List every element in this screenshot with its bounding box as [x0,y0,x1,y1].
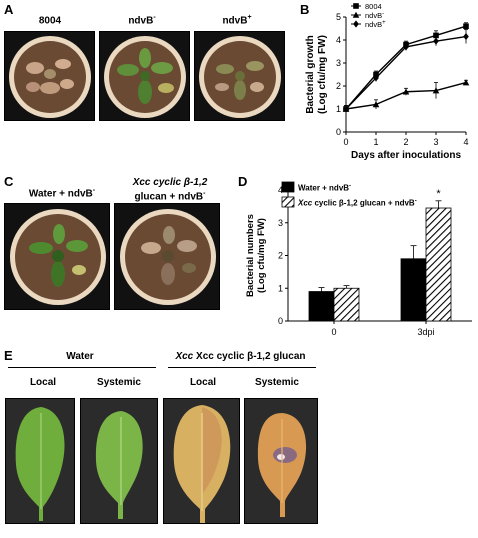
leaf-photo-xcc-systemic [244,398,318,524]
water-local-label: Local [29,377,57,388]
y-tick-label-4: 4 [336,35,341,45]
bar-0-0 [308,291,335,322]
data-point-2-3 [433,37,439,45]
water-group-title: Water [66,351,94,362]
legend-label-1: ndvB- [365,11,384,20]
y-tick-label-3: 3 [278,218,283,228]
water-systemic-label: Systemic [97,377,141,388]
x-tick-label-3: 3 [433,137,438,147]
data-point-2-4 [463,32,469,41]
plant-photo-ndvb-minus [99,31,190,121]
photo-label-ndvb-minus: ndvB- [128,14,156,27]
leaf-photo-water-systemic [80,398,158,524]
leaf-photo-water-local [5,398,75,524]
x-tick-label-4: 4 [463,137,468,147]
x-tick-label-1: 3dpi [417,327,434,337]
plant-photo-ndvb-plus [194,31,285,121]
bar-1-0 [333,287,360,322]
y-axis-label-line2: (Log cfu/mg FW) [317,35,328,114]
xcc-systemic-label: Systemic [255,377,299,388]
photo-label-xcc-glucan-ndvb: Xcc cyclic β-1,2 glucan + ndvB- [132,177,208,203]
legend-label-0: Water + ndvB- [298,184,351,193]
legend-label-1: Xcc cyclic β-1,2 glucan + ndvB- [297,199,417,208]
x-tick-label-0: 0 [331,327,336,337]
legend-swatch-1 [281,196,295,208]
y-tick-label-0: 0 [278,316,283,326]
legend-label-2: ndvB+ [365,20,386,29]
y-tick-label-4: 4 [278,185,283,195]
panel-d-letter: D [238,174,248,189]
chart-d-bacterial-numbers: 0 1 2 3 4 Bacterial numbers (Log cfu/mg FW) 0 3d… [245,181,472,337]
water-group-rule [8,367,156,368]
y-tick-label-5: 5 [336,12,341,22]
plant-photo-water-ndvb [4,203,110,310]
photo-label-ndvb-plus: ndvB+ [222,14,252,27]
plant-photo-8004 [4,31,95,121]
data-point-2-1 [373,74,379,82]
significance-annotation: * [436,188,441,200]
data-point-1-1 [372,101,380,108]
series-line-1 [345,81,467,110]
y-tick-label-3: 3 [336,58,341,68]
leaf-photo-xcc-local [163,398,240,524]
plant-photo-xcc-glucan-ndvb [114,203,220,310]
panel-a-letter: A [4,2,14,17]
panel-e-letter: E [4,348,13,363]
panel-c-letter: C [4,174,14,189]
data-point-0-3 [433,32,439,39]
y-tick-label-2: 2 [336,81,341,91]
xcc-group-rule [168,367,316,368]
photo-label-8004: 8004 [38,15,62,27]
x-tick-label-1: 1 [373,137,378,147]
x-tick-label-0: 0 [343,137,348,147]
y-tick-label-0: 0 [336,127,341,137]
x-tick-label-2: 2 [403,137,408,147]
xcc-group-title: Xcc Xcc cyclic β-1,2 glucan [175,351,306,362]
data-point-2-2 [403,43,409,51]
data-point-1-2 [402,88,410,95]
bar-0-1 [400,258,427,322]
data-point-1-4 [462,79,470,86]
data-point-1-3 [432,87,440,94]
data-point-2-0 [343,105,349,113]
bar-1-1 [425,207,452,322]
y-axis-label-line2: (Log cfu/mg FW) [256,218,267,293]
legend-label-0: 8004 [365,2,382,11]
y-tick-label-2: 2 [278,251,283,261]
y-tick-label-1: 1 [336,104,341,114]
y-axis-label-line1: Bacterial numbers [245,214,256,297]
xcc-local-label: Local [189,377,217,388]
panel-b-letter: B [300,2,310,17]
y-axis-label-line1: Bacterial growth [305,35,316,113]
data-point-0-4 [463,23,469,29]
y-tick-label-1: 1 [278,283,283,293]
legend-swatch-0 [281,181,295,193]
x-axis-label: Days after inoculations [351,150,461,160]
photo-label-water-ndvb: Water + ndvB- [28,187,96,200]
